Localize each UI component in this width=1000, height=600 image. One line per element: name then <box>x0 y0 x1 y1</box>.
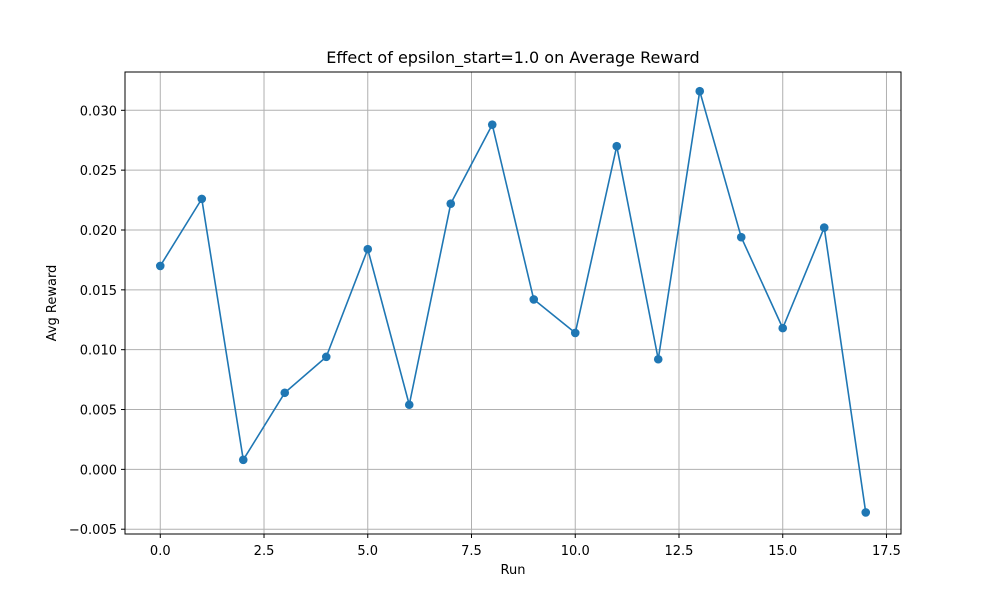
series-layer <box>155 86 871 517</box>
y-tick-label: 0.005 <box>80 404 117 419</box>
y-tick-label: 0.020 <box>80 224 117 239</box>
x-tick-label: 7.5 <box>461 544 482 559</box>
data-point <box>446 199 456 208</box>
y-tick-label: 0.025 <box>80 164 117 179</box>
y-axis-ticks: −0.005 0.000 0.005 0.010 0.015 0.020 0.025 0.03… <box>69 104 125 538</box>
x-tick-label: 10.0 <box>561 544 590 559</box>
x-tick-label: 15.0 <box>768 544 797 559</box>
data-point <box>653 354 663 364</box>
x-tick-label: 12.5 <box>665 544 694 559</box>
data-point <box>363 244 373 254</box>
y-tick-label: 0.030 <box>80 104 117 119</box>
data-point <box>778 323 788 333</box>
series-line <box>159 90 867 513</box>
data-point <box>695 86 705 96</box>
data-point <box>612 141 622 151</box>
data-point <box>570 328 580 338</box>
plot-area-frame <box>124 71 902 535</box>
data-point <box>280 388 290 398</box>
x-tick-label: 0.0 <box>150 544 171 559</box>
x-axis-ticks: 0.0 2.5 5.0 7.5 10.0 12.5 15.0 17.5 <box>150 534 901 559</box>
data-point <box>736 232 746 242</box>
data-point <box>321 352 331 362</box>
data-point <box>487 120 497 129</box>
y-tick-label: −0.005 <box>69 523 117 538</box>
y-tick-label: 0.015 <box>80 284 117 299</box>
data-point <box>404 400 414 410</box>
data-point <box>238 455 248 465</box>
chart-title: Effect of epsilon_start=1.0 on Average R… <box>326 48 699 68</box>
data-point <box>197 194 207 204</box>
y-tick-label: 0.010 <box>80 344 117 359</box>
x-tick-label: 5.0 <box>357 544 378 559</box>
data-point <box>861 508 871 517</box>
data-point <box>529 295 539 304</box>
y-axis-label: Avg Reward <box>45 265 60 342</box>
x-tick-label: 17.5 <box>872 544 901 559</box>
data-point <box>819 223 829 232</box>
x-tick-label: 2.5 <box>254 544 275 559</box>
x-axis-label: Run <box>501 563 526 578</box>
grid-lines <box>125 72 901 534</box>
y-tick-label: 0.000 <box>80 463 117 478</box>
data-point <box>155 261 165 271</box>
